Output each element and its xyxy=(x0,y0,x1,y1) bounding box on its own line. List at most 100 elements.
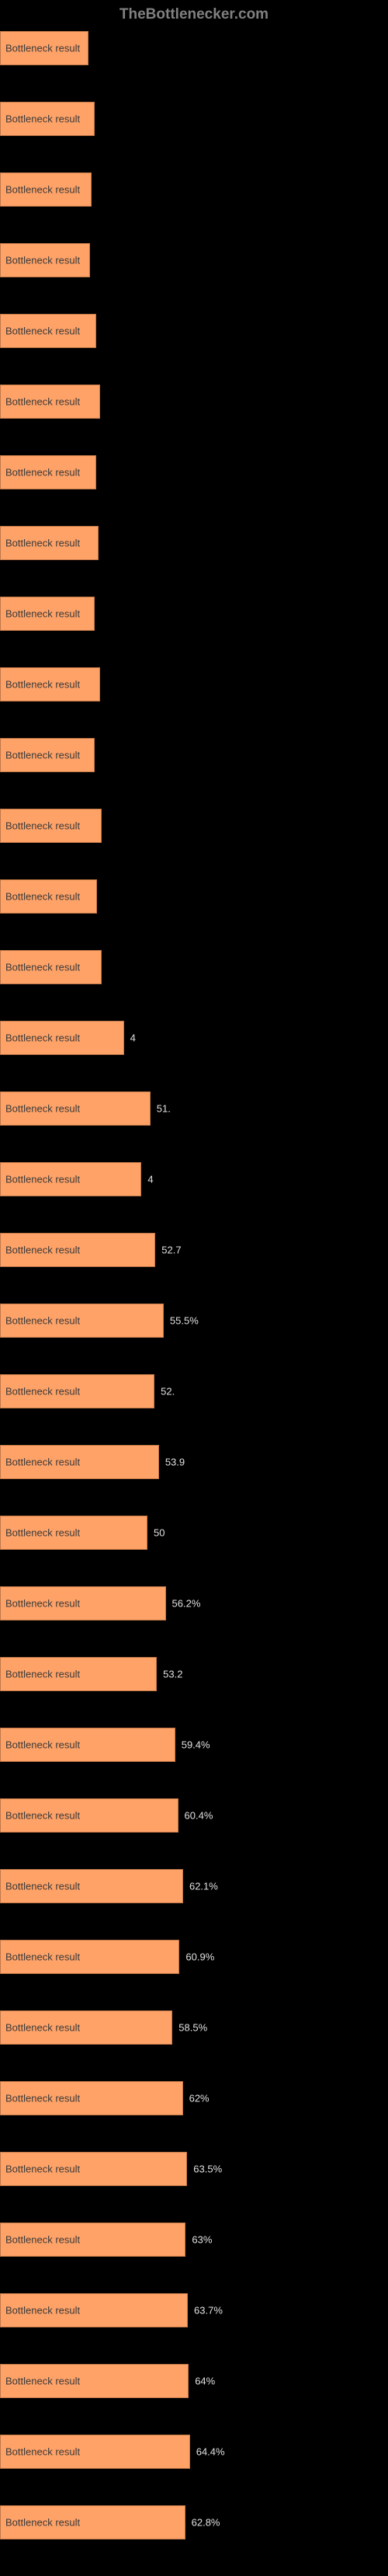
chart-row: Bottleneck result 63.7% xyxy=(0,2293,388,2327)
value-label: 60.9% xyxy=(185,1951,214,1963)
chart-bar: Bottleneck result xyxy=(0,2010,172,2045)
chart-bar: Bottleneck result xyxy=(0,526,99,560)
value-label: 4 xyxy=(147,1174,153,1185)
chart-row: Bottleneck result xyxy=(0,950,388,984)
bar-label: Bottleneck result xyxy=(5,1103,80,1115)
bar-label: Bottleneck result xyxy=(5,2376,80,2387)
bar-label: Bottleneck result xyxy=(5,1669,80,1680)
chart-row: Bottleneck result xyxy=(0,809,388,843)
chart-row: Bottleneck result xyxy=(0,172,388,207)
bar-label: Bottleneck result xyxy=(5,1739,80,1751)
chart-row: Bottleneck result xyxy=(0,314,388,348)
value-label: 53.2 xyxy=(163,1669,182,1680)
value-label: 52. xyxy=(161,1386,175,1398)
chart-bar: Bottleneck result xyxy=(0,1516,147,1550)
bar-label: Bottleneck result xyxy=(5,750,80,761)
bar-label: Bottleneck result xyxy=(5,1810,80,1822)
chart-bar: Bottleneck result xyxy=(0,2223,185,2257)
chart-row: Bottleneck result xyxy=(0,526,388,560)
chart-row: Bottleneck result 62% xyxy=(0,2081,388,2115)
chart-bar: Bottleneck result xyxy=(0,1798,178,1833)
chart-bar: Bottleneck result xyxy=(0,2152,187,2186)
bottleneck-bar-chart: Bottleneck resultBottleneck resultBottle… xyxy=(0,31,388,2539)
bar-label: Bottleneck result xyxy=(5,396,80,408)
bar-label: Bottleneck result xyxy=(5,1174,80,1185)
chart-bar: Bottleneck result xyxy=(0,1869,183,1903)
chart-bar: Bottleneck result xyxy=(0,1091,151,1126)
chart-bar: Bottleneck result xyxy=(0,172,92,207)
chart-row: Bottleneck result xyxy=(0,667,388,701)
chart-bar: Bottleneck result xyxy=(0,667,100,701)
value-label: 63% xyxy=(192,2234,212,2246)
bar-label: Bottleneck result xyxy=(5,608,80,620)
chart-row: Bottleneck result 52. xyxy=(0,1374,388,1408)
bar-label: Bottleneck result xyxy=(5,2305,80,2317)
chart-bar: Bottleneck result xyxy=(0,385,100,419)
chart-row: Bottleneck result 64.4% xyxy=(0,2435,388,2469)
value-label: 62.1% xyxy=(189,1881,218,1892)
value-label: 52.7 xyxy=(161,1244,181,1256)
chart-row: Bottleneck result 53.2 xyxy=(0,1657,388,1691)
value-label: 63.5% xyxy=(193,2163,222,2175)
chart-row: Bottleneck result4 xyxy=(0,1021,388,1055)
chart-bar: Bottleneck result xyxy=(0,1586,166,1620)
chart-bar: Bottleneck result xyxy=(0,1021,124,1055)
chart-bar: Bottleneck result xyxy=(0,1445,159,1479)
chart-row: Bottleneck result xyxy=(0,879,388,914)
bar-label: Bottleneck result xyxy=(5,1881,80,1892)
chart-bar: Bottleneck result xyxy=(0,243,90,277)
chart-row: Bottleneck result 52.7 xyxy=(0,1233,388,1267)
site-watermark: TheBottlenecker.com xyxy=(0,6,388,23)
bar-label: Bottleneck result xyxy=(5,2234,80,2246)
bar-label: Bottleneck result xyxy=(5,1598,80,1610)
chart-bar: Bottleneck result xyxy=(0,738,95,772)
bar-label: Bottleneck result xyxy=(5,1527,80,1539)
chart-bar: Bottleneck result xyxy=(0,1233,155,1267)
chart-row: Bottleneck result53.9 xyxy=(0,1445,388,1479)
bar-label: Bottleneck result xyxy=(5,255,80,266)
value-label: 62% xyxy=(189,2093,210,2104)
chart-bar: Bottleneck result xyxy=(0,809,102,843)
bar-label: Bottleneck result xyxy=(5,538,80,549)
bar-label: Bottleneck result xyxy=(5,43,80,54)
chart-row: Bottleneck result xyxy=(0,102,388,136)
bar-label: Bottleneck result xyxy=(5,2446,80,2458)
value-label: 58.5% xyxy=(178,2022,207,2034)
value-label: 64.4% xyxy=(196,2446,225,2458)
bar-label: Bottleneck result xyxy=(5,1032,80,1044)
chart-bar: Bottleneck result xyxy=(0,102,95,136)
chart-row: Bottleneck result xyxy=(0,385,388,419)
chart-bar: Bottleneck result xyxy=(0,2435,190,2469)
bar-label: Bottleneck result xyxy=(5,184,80,196)
chart-row: Bottleneck result xyxy=(0,455,388,489)
chart-row: Bottleneck result 4 xyxy=(0,1162,388,1196)
chart-row: Bottleneck result 60.9% xyxy=(0,1940,388,1974)
bar-label: Bottleneck result xyxy=(5,2093,80,2104)
chart-row: Bottleneck result 62.1% xyxy=(0,1869,388,1903)
chart-bar: Bottleneck result xyxy=(0,1940,179,1974)
bar-label: Bottleneck result xyxy=(5,1386,80,1398)
chart-bar: Bottleneck result xyxy=(0,455,96,489)
bar-label: Bottleneck result xyxy=(5,2163,80,2175)
bar-label: Bottleneck result xyxy=(5,325,80,337)
chart-bar: Bottleneck result xyxy=(0,2081,183,2115)
bar-label: Bottleneck result xyxy=(5,1951,80,1963)
chart-bar: Bottleneck result xyxy=(0,2364,189,2398)
chart-row: Bottleneck result 63% xyxy=(0,2223,388,2257)
value-label: 64% xyxy=(195,2376,215,2387)
chart-row: Bottleneck result 51. xyxy=(0,1091,388,1126)
bar-label: Bottleneck result xyxy=(5,1457,80,1468)
value-label: 63.7% xyxy=(194,2305,223,2317)
value-label: 56.2% xyxy=(172,1598,201,1610)
chart-row: Bottleneck result 63.5% xyxy=(0,2152,388,2186)
chart-row: Bottleneck result xyxy=(0,243,388,277)
bar-label: Bottleneck result xyxy=(5,1315,80,1327)
chart-bar: Bottleneck result xyxy=(0,1162,141,1196)
value-label: 51. xyxy=(157,1103,171,1115)
bar-label: Bottleneck result xyxy=(5,113,80,125)
chart-bar: Bottleneck result xyxy=(0,31,88,65)
bar-label: Bottleneck result xyxy=(5,679,80,691)
value-label: 59.4% xyxy=(182,1739,210,1751)
chart-bar: Bottleneck result xyxy=(0,1374,154,1408)
value-label: 50 xyxy=(154,1527,165,1539)
